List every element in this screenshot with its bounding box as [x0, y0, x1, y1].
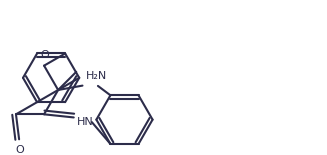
- Text: HN: HN: [77, 117, 94, 127]
- Text: H₂N: H₂N: [86, 71, 107, 81]
- Text: O: O: [15, 145, 24, 155]
- Text: O: O: [40, 50, 49, 60]
